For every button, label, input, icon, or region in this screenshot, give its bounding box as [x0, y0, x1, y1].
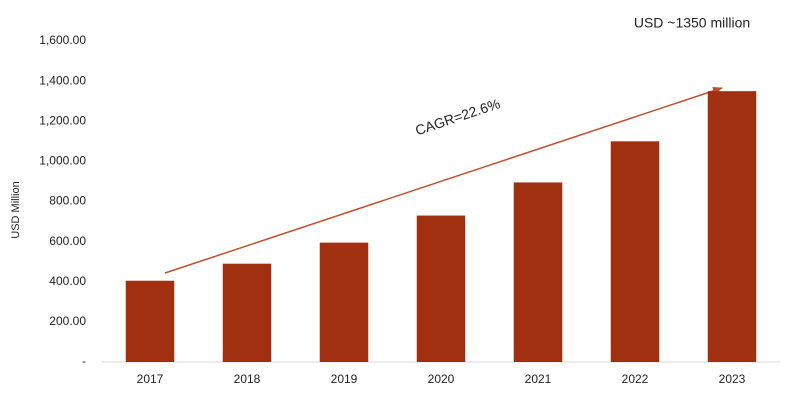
y-tick-label: - — [82, 354, 86, 368]
x-tick-label: 2017 — [137, 372, 164, 386]
y-tick-label: 1,600.00 — [39, 33, 86, 47]
y-tick-label: 1,000.00 — [39, 154, 86, 168]
x-tick-label: 2019 — [331, 372, 358, 386]
bar — [707, 91, 757, 362]
bar — [610, 141, 660, 362]
bar — [416, 215, 466, 362]
y-tick-label: 1,400.00 — [39, 73, 86, 87]
x-tick-label: 2022 — [622, 372, 649, 386]
bar — [513, 182, 563, 362]
trend-arrow — [164, 87, 723, 274]
x-tick-label: 2021 — [525, 372, 552, 386]
bar — [125, 280, 175, 362]
x-tick-label: 2023 — [719, 372, 746, 386]
x-tick-label: 2020 — [428, 372, 455, 386]
bar — [319, 242, 369, 362]
y-axis-label: USD Million — [10, 181, 22, 238]
x-tick-label: 2018 — [234, 372, 261, 386]
y-tick-label: 400.00 — [49, 274, 86, 288]
annotation: CAGR=22.6% — [413, 95, 502, 138]
y-tick-label: 800.00 — [49, 194, 86, 208]
y-tick-label: 1,200.00 — [39, 113, 86, 127]
y-tick-label: 600.00 — [49, 234, 86, 248]
bar — [222, 263, 272, 362]
y-tick-label: 200.00 — [49, 314, 86, 328]
annotation: USD ~1350 million — [634, 15, 750, 31]
